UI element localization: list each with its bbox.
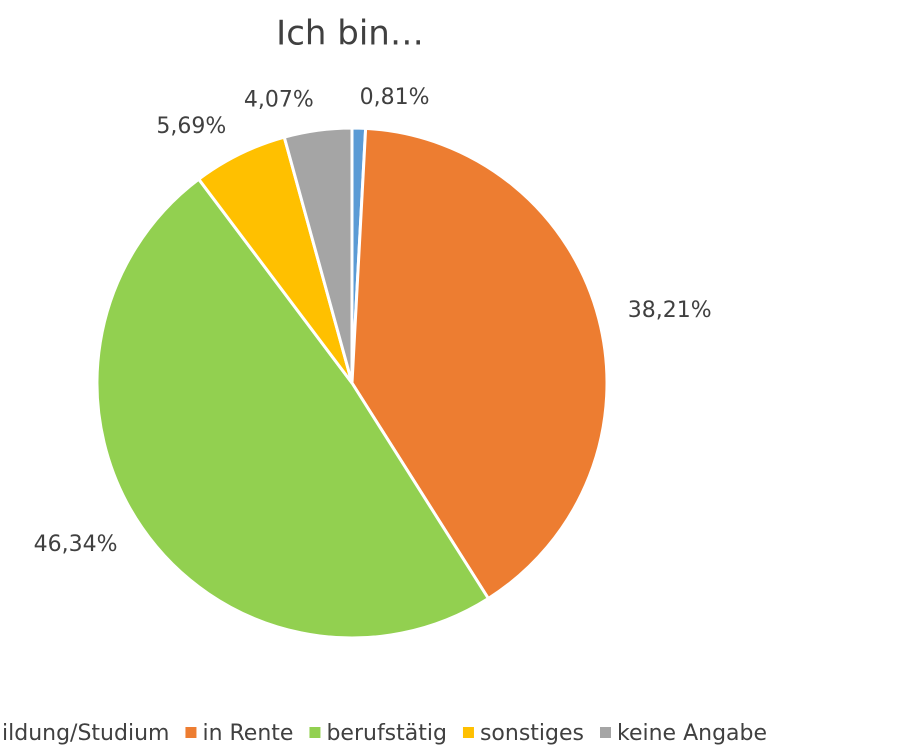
legend-label: in Rente (202, 721, 293, 746)
pie-slice (282, 126, 354, 384)
data-label: 4,07% (244, 88, 314, 113)
legend-swatch (600, 727, 611, 738)
data-label: 5,69% (156, 114, 226, 139)
legend-label: berufstätig (326, 721, 447, 746)
legend-swatch (185, 727, 197, 738)
data-label: 0,81% (360, 85, 430, 110)
legend-swatch (309, 727, 321, 738)
data-label: 38,21% (628, 298, 712, 323)
legend-label: sonstiges (480, 721, 584, 746)
data-label: 46,34% (34, 532, 118, 557)
chart-title: Ich bin… (276, 14, 424, 54)
legend-label: keine Angabe (617, 721, 767, 746)
legend-label: ildung/Studium (2, 721, 169, 746)
legend-swatch (462, 727, 474, 738)
pie-slice (95, 177, 491, 640)
